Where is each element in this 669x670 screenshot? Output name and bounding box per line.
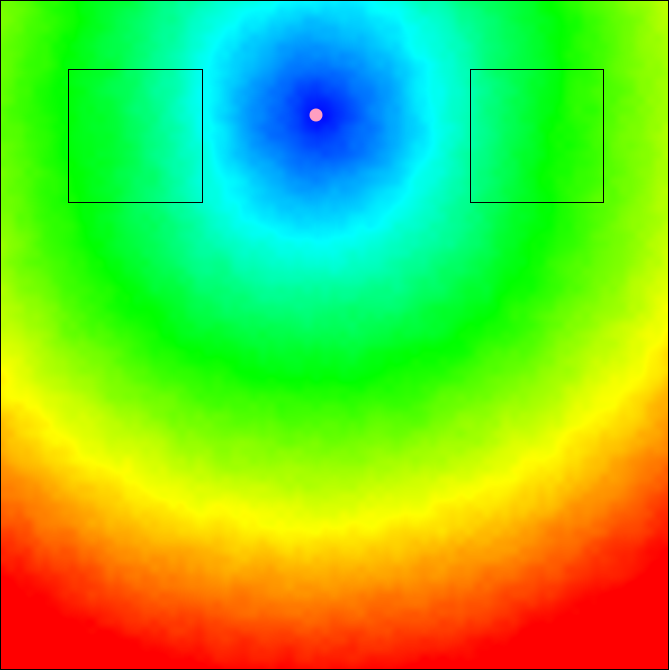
obstacle-right-square [470,69,604,203]
obstacle-left-square [68,69,203,203]
source-point-marker [309,108,323,122]
